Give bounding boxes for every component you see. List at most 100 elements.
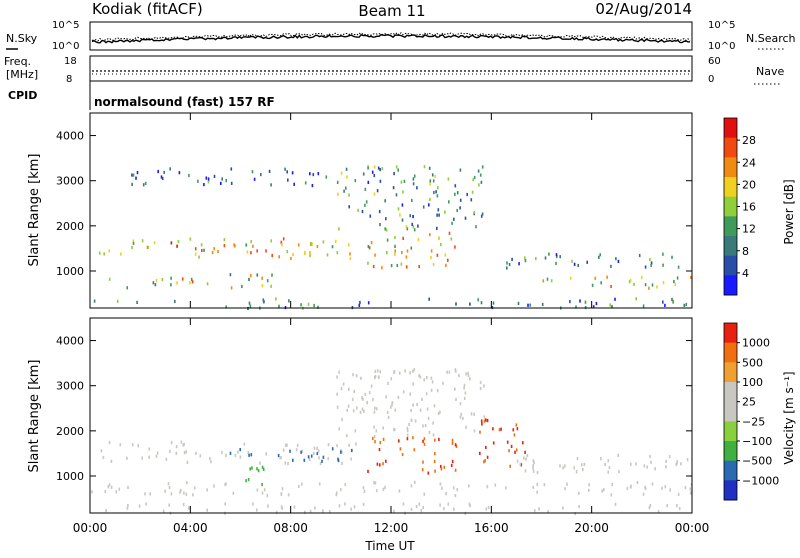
heatmap-cell <box>286 170 288 174</box>
heatmap-cell <box>648 506 651 510</box>
heatmap-cell <box>644 283 647 287</box>
heatmap-cell <box>438 213 440 217</box>
heatmap-cell <box>393 428 395 432</box>
heatmap-cell <box>455 444 458 448</box>
heatmap-cell <box>437 208 440 212</box>
heatmap-cell <box>483 460 485 464</box>
heatmap-cell <box>361 210 364 214</box>
colorbar-tick-label: 4 <box>742 267 749 280</box>
heatmap-cell <box>168 503 170 507</box>
colorbar-segment <box>724 421 737 442</box>
heatmap-cell <box>432 179 435 183</box>
heatmap-cell <box>403 179 406 183</box>
y-tick-label: 2000 <box>56 425 84 438</box>
heatmap-cell <box>340 171 343 175</box>
y-tick-label: 3000 <box>56 175 84 188</box>
heatmap-cell <box>527 303 529 307</box>
heatmap-cell <box>588 488 590 492</box>
colorbar-segment <box>724 137 737 158</box>
heatmap-cell <box>464 391 467 395</box>
heatmap-cell <box>422 505 424 510</box>
heatmap-cell <box>164 489 166 493</box>
heatmap-cell <box>245 243 247 247</box>
heatmap-cell <box>169 167 171 171</box>
heatmap-cell <box>512 428 515 432</box>
heatmap-cell <box>190 277 193 281</box>
heatmap-cell <box>595 301 598 306</box>
heatmap-cell <box>633 282 635 286</box>
heatmap-cell <box>104 490 107 494</box>
heatmap-cell <box>108 249 111 253</box>
heatmap-cell <box>385 217 387 221</box>
heatmap-cell <box>246 250 249 254</box>
heatmap-cell <box>108 441 111 445</box>
heatmap-cell <box>98 251 101 255</box>
heatmap-cell <box>485 507 488 511</box>
heatmap-cell <box>336 491 338 495</box>
heatmap-cell <box>454 494 457 498</box>
heatmap-cell <box>397 168 399 172</box>
heatmap-cell <box>559 464 561 468</box>
heatmap-cell <box>108 277 111 281</box>
heatmap-cell <box>516 459 519 463</box>
heatmap-cell <box>604 462 606 467</box>
heatmap-cell <box>176 281 178 285</box>
heatmap-cell <box>373 410 376 414</box>
heatmap-cell <box>293 182 295 186</box>
heatmap-cell <box>338 427 340 431</box>
heatmap-cell <box>176 244 178 248</box>
freq-tick-top: 18 <box>64 56 77 67</box>
heatmap-cell <box>381 266 383 270</box>
heatmap-cell <box>387 381 389 385</box>
heatmap-cell <box>384 485 386 490</box>
heatmap-cell <box>271 253 273 258</box>
heatmap-cell <box>588 483 590 487</box>
power-panel: 1000 2000 3000 4000 Slant Range [km] 28 24 20… <box>27 112 796 311</box>
heatmap-cell <box>390 264 393 268</box>
heatmap-cell <box>524 450 526 454</box>
heatmap-cell <box>644 485 646 489</box>
heatmap-cell <box>666 503 668 508</box>
heatmap-cell <box>591 283 594 287</box>
heatmap-cell <box>271 273 273 277</box>
heatmap-cell <box>410 507 413 511</box>
heatmap-cell <box>261 491 264 495</box>
heatmap-cell <box>548 252 550 256</box>
heatmap-cell <box>282 448 285 452</box>
heatmap-cell <box>524 256 526 260</box>
heatmap-cell <box>571 259 573 263</box>
colorbar-segment <box>724 441 737 462</box>
heatmap-cell <box>352 409 355 413</box>
heatmap-cell <box>233 243 235 247</box>
heatmap-cell <box>664 303 666 307</box>
heatmap-cell <box>362 397 364 401</box>
heatmap-cell <box>483 419 486 423</box>
heatmap-cell <box>454 192 456 196</box>
heatmap-cell <box>509 464 511 468</box>
heatmap-cell <box>292 458 294 462</box>
heatmap-cell <box>325 175 328 179</box>
noise-panel: N.Sky 10^5 10^0 10^5 10^0 N.Search <box>6 20 796 52</box>
heatmap-cell <box>413 174 416 178</box>
heatmap-cell <box>174 299 176 304</box>
heatmap-cell <box>577 263 579 268</box>
heatmap-cell <box>183 451 186 455</box>
heatmap-cell <box>137 444 139 448</box>
heatmap-cell <box>396 263 399 268</box>
heatmap-cell <box>331 245 334 249</box>
heatmap-cell <box>261 483 263 487</box>
heatmap-cell <box>364 187 367 191</box>
heatmap-cell <box>626 486 629 491</box>
heatmap-cell <box>224 502 226 506</box>
heatmap-cell <box>311 184 314 188</box>
heatmap-cell <box>367 166 369 170</box>
heatmap-cell <box>651 283 654 287</box>
heatmap-cell <box>168 486 171 490</box>
heatmap-cell <box>337 192 339 196</box>
heatmap-cell <box>437 412 440 416</box>
heatmap-cell <box>440 467 443 471</box>
station-title: Kodiak (fitACF) <box>92 0 203 18</box>
heatmap-cell <box>370 241 373 245</box>
colorbar-tick-label: 25 <box>742 396 756 409</box>
heatmap-cell <box>393 370 395 374</box>
